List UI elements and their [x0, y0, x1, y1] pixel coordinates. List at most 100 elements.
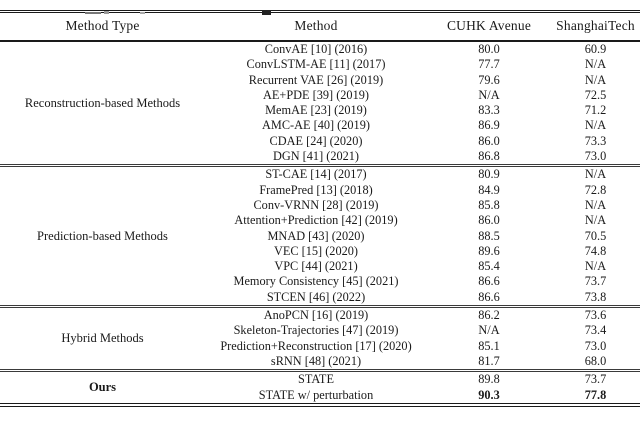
- column-header-method: Method: [205, 11, 427, 42]
- cuhk-avenue-score-cell: 86.0: [478, 213, 500, 228]
- cuhk-avenue-score-cell: 88.5: [478, 228, 500, 243]
- method-cell: Conv-VRNN [28] (2019): [253, 197, 379, 212]
- shanghaitech-score-cell: 73.3: [584, 133, 607, 148]
- shanghaitech-score-cell: 72.5: [584, 87, 607, 102]
- cuhk-avenue-score-cell: 77.7: [478, 57, 500, 72]
- table-row: MNAD [43] (2020) 88.5 70.5: [0, 229, 640, 244]
- shanghaitech-score-cell: N/A: [584, 72, 607, 87]
- table-row: Prediction-based Methods ST-CAE [14] (201…: [0, 164, 640, 307]
- column-header-cuhk-avenue: CUHK Avenue: [427, 11, 551, 42]
- cuhk-avenue-score-cell: 83.3: [478, 103, 500, 118]
- table-row: VEC [15] (2020) 89.6 74.8: [0, 244, 640, 259]
- shanghaitech-score-cell: 77.8: [584, 387, 607, 402]
- method-cell: VEC [15] (2020): [273, 243, 358, 258]
- shanghaitech-score-cell: 73.0: [584, 338, 607, 353]
- table-row: Recurrent VAE [26] (2019) 79.6 N/A: [0, 73, 640, 88]
- method-cell: AnoPCN [16] (2019): [205, 305, 427, 324]
- shanghaitech-score-cell: 60.9: [584, 42, 607, 56]
- cuhk-avenue-score-cell: 86.2: [427, 305, 551, 324]
- method-cell: ConvLSTM-AE [11] (2017): [246, 57, 386, 72]
- shanghaitech-score-cell: 71.2: [584, 103, 607, 118]
- method-cell: MemAE [23] (2019): [265, 103, 367, 118]
- method-cell: ST-CAE [14] (2017): [205, 164, 427, 183]
- table-row: Prediction+Reconstruction [17] (2020) 85.…: [0, 339, 640, 354]
- cuhk-avenue-score-cell: 86.6: [478, 289, 500, 304]
- table-row: Memory Consistency [45] (2021) 86.6 73.7: [0, 274, 640, 289]
- method-cell: AE+PDE [39] (2019): [263, 87, 369, 102]
- table-row: Attention+Prediction [42] (2019) 86.0 N/A: [0, 213, 640, 228]
- table-row: CDAE [24] (2020) 86.0 73.3: [0, 134, 640, 149]
- method-type-cell: Reconstruction-based Methods: [24, 95, 181, 110]
- method-cell: ConvAE [10] (2016): [264, 42, 368, 56]
- table-row: sRNN [48] (2021) 81.7 68.0: [0, 354, 640, 371]
- shanghaitech-score-cell: 72.8: [584, 182, 607, 197]
- method-type-cell: Ours: [0, 369, 205, 405]
- shanghaitech-score-cell: 73.4: [584, 323, 607, 338]
- table-row: FramePred [13] (2018) 84.9 72.8: [0, 183, 640, 198]
- shanghaitech-score-cell: 74.8: [584, 243, 607, 258]
- cuhk-avenue-score-cell: 89.8: [427, 369, 551, 388]
- cuhk-avenue-score-cell: 85.4: [478, 259, 500, 274]
- method-cell: STATE w/ perturbation: [258, 387, 374, 402]
- cuhk-avenue-score-cell: 86.0: [478, 133, 500, 148]
- table-row: Conv-VRNN [28] (2019) 85.8 N/A: [0, 198, 640, 213]
- shanghaitech-score-cell: N/A: [584, 259, 607, 274]
- cuhk-avenue-score-cell: 79.6: [478, 72, 500, 87]
- method-cell: STCEN [46] (2022): [266, 289, 366, 304]
- cropped-caption-remnant: [0, 10, 640, 16]
- method-cell: Skeleton-Trajectories [47] (2019): [233, 323, 399, 338]
- shanghaitech-score-cell: N/A: [551, 164, 640, 183]
- shanghaitech-score-cell: 68.0: [584, 353, 607, 368]
- header-row: Method Type Method CUHK Avenue ShanghaiT…: [0, 11, 640, 42]
- results-table: Method Type Method CUHK Avenue ShanghaiT…: [0, 10, 640, 407]
- method-cell: CDAE [24] (2020): [269, 133, 363, 148]
- method-cell: Prediction+Reconstruction [17] (2020): [220, 338, 412, 353]
- method-cell: Memory Consistency [45] (2021): [233, 274, 399, 289]
- method-cell: FramePred [13] (2018): [259, 182, 373, 197]
- shanghaitech-score-cell: N/A: [584, 57, 607, 72]
- shanghaitech-score-cell: 70.5: [584, 228, 607, 243]
- cuhk-avenue-score-cell: 85.8: [478, 197, 500, 212]
- table-row: MemAE [23] (2019) 83.3 71.2: [0, 103, 640, 118]
- method-type-cell: Prediction-based Methods: [0, 164, 205, 307]
- method-cell: DGN [41] (2021): [272, 149, 360, 164]
- table-row: AE+PDE [39] (2019) N/A 72.5: [0, 88, 640, 103]
- cuhk-avenue-score-cell: 89.6: [478, 243, 500, 258]
- table-row: DGN [41] (2021) 86.8 73.0: [0, 149, 640, 166]
- shanghaitech-score-cell: 73.7: [551, 369, 640, 388]
- method-cell: STATE: [205, 369, 427, 388]
- table-row: Ours STATE 89.8 73.7: [0, 369, 640, 405]
- cuhk-avenue-score-cell: 81.7: [478, 353, 500, 368]
- table-header: Method Type Method CUHK Avenue ShanghaiT…: [0, 11, 640, 42]
- table-row: AMC-AE [40] (2019) 86.9 N/A: [0, 118, 640, 133]
- column-header-shanghaitech: ShanghaiTech: [551, 11, 640, 42]
- cuhk-avenue-score-cell: 86.8: [478, 149, 500, 164]
- shanghaitech-score-cell: 73.7: [584, 274, 607, 289]
- cuhk-avenue-score-cell: 90.3: [478, 387, 500, 402]
- table-row: Skeleton-Trajectories [47] (2019) N/A 73.4: [0, 323, 640, 338]
- table-row: VPC [44] (2021) 85.4 N/A: [0, 259, 640, 274]
- method-cell: VPC [44] (2021): [274, 259, 358, 274]
- cuhk-avenue-score-cell: 80.0: [478, 42, 500, 56]
- method-cell: Recurrent VAE [26] (2019): [248, 72, 384, 87]
- shanghaitech-score-cell: N/A: [584, 197, 607, 212]
- table-row: ConvLSTM-AE [11] (2017) 77.7 N/A: [0, 57, 640, 72]
- cuhk-avenue-score-cell: 86.6: [478, 274, 500, 289]
- method-cell: Attention+Prediction [42] (2019): [234, 213, 398, 228]
- table-row: STATE w/ perturbation 90.3 77.8: [0, 388, 640, 405]
- method-cell: MNAD [43] (2020): [267, 228, 365, 243]
- table-row: Reconstruction-based Methods ConvAE [10] …: [0, 41, 640, 110]
- method-type-cell: Hybrid Methods: [0, 305, 205, 371]
- shanghaitech-score-cell: 73.0: [584, 149, 607, 164]
- cuhk-avenue-score-cell: N/A: [478, 323, 500, 338]
- cuhk-avenue-score-cell: 84.9: [478, 182, 500, 197]
- method-cell: sRNN [48] (2021): [270, 353, 362, 368]
- shanghaitech-score-cell: 73.8: [584, 289, 607, 304]
- method-cell: AMC-AE [40] (2019): [262, 118, 370, 133]
- table-row: STCEN [46] (2022) 86.6 73.8: [0, 290, 640, 307]
- cuhk-avenue-score-cell: N/A: [478, 87, 500, 102]
- table-row: Hybrid Methods AnoPCN [16] (2019) 86.2 73.6: [0, 305, 640, 371]
- shanghaitech-score-cell: N/A: [584, 118, 607, 133]
- cuhk-avenue-score-cell: 86.9: [478, 118, 500, 133]
- cuhk-avenue-score-cell: 85.1: [478, 338, 500, 353]
